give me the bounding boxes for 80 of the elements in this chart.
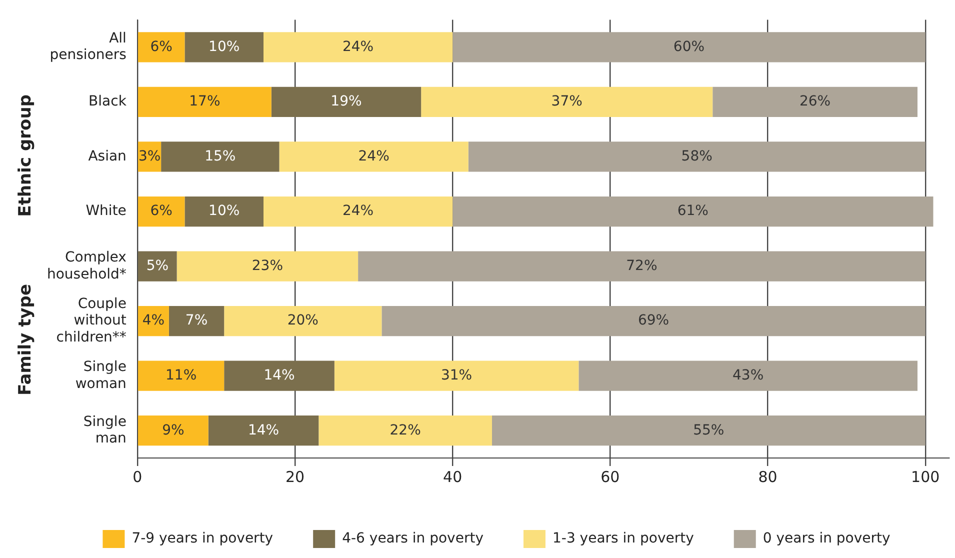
bar [138, 416, 208, 446]
bar [176, 251, 358, 282]
data-label: 23% [252, 258, 284, 274]
data-label: 5% [146, 258, 169, 274]
bar [138, 360, 224, 391]
text: Ethnic group [15, 94, 36, 217]
bar [168, 306, 224, 336]
data-label: 9% [162, 422, 184, 438]
x-tick-label: 40 [443, 468, 462, 486]
data-label: 4% [142, 312, 165, 329]
data-label: 11% [166, 367, 197, 384]
legend-label: 1-3 years in poverty [552, 530, 694, 547]
x-tick-label: 60 [600, 468, 620, 486]
data-label: 3% [138, 148, 161, 164]
bar [452, 196, 934, 227]
data-label: 10% [208, 38, 240, 55]
bar [452, 32, 926, 62]
bar [271, 86, 422, 118]
x-tick-label: 0 [132, 468, 142, 486]
bar [712, 86, 918, 118]
data-label: 61% [677, 203, 708, 220]
data-label: 6% [150, 203, 172, 220]
data-label: 24% [342, 203, 374, 220]
bar [138, 196, 185, 227]
data-label: 10% [208, 203, 240, 220]
legend-label: 4-6 years in poverty [342, 530, 484, 547]
data-label: 14% [248, 422, 280, 438]
text: Family type [15, 284, 36, 396]
data-label: 69% [638, 312, 670, 329]
bar [334, 360, 579, 391]
y-tick-label: Single man [83, 414, 126, 447]
bar [492, 416, 926, 446]
data-label: 24% [358, 148, 390, 164]
bar [138, 32, 185, 62]
data-label: 37% [551, 94, 582, 110]
data-label: 31% [440, 367, 472, 384]
data-label: 15% [204, 148, 236, 164]
y-tick-label: All pensioners [50, 30, 126, 64]
bar [138, 86, 272, 118]
bar [358, 251, 926, 282]
bar [184, 196, 264, 227]
bar [264, 196, 453, 227]
data-label: 7% [185, 312, 208, 329]
data-label: 24% [342, 38, 374, 55]
bar [224, 360, 334, 391]
bar [184, 32, 264, 62]
y-tick-label: Asian [88, 148, 126, 164]
data-label: 58% [681, 148, 712, 164]
x-tick-label: 100 [911, 468, 940, 486]
y-tick-label: White [86, 203, 126, 220]
bar [578, 360, 918, 391]
data-label: 55% [693, 422, 724, 438]
legend-label: 7-9 years in poverty [132, 530, 274, 547]
data-label: 14% [264, 367, 295, 384]
x-tick-label: 80 [758, 468, 778, 486]
legend-label: 0 years in poverty [762, 530, 890, 547]
bar [468, 142, 926, 172]
bar [318, 416, 492, 446]
data-label: 6% [150, 38, 172, 55]
y-tick-label: Complex household* [46, 250, 126, 282]
data-label: 17% [189, 94, 220, 110]
y-tick-label: Couple without children** [56, 296, 127, 346]
data-label: 19% [330, 94, 362, 110]
data-label: 22% [390, 422, 421, 438]
data-label: 72% [626, 258, 658, 274]
bar [264, 32, 453, 62]
y-tick-label: Single woman [75, 359, 126, 392]
bar [224, 306, 382, 336]
bar [382, 306, 926, 336]
data-label: 43% [732, 367, 764, 384]
bar [138, 251, 177, 282]
y-tick-label: Black [88, 94, 128, 110]
bar [421, 86, 713, 118]
data-label: 20% [287, 312, 318, 329]
bar [161, 142, 280, 172]
bar [279, 142, 468, 172]
bar [208, 416, 319, 446]
data-label: 60% [673, 38, 705, 55]
data-label: 26% [799, 94, 831, 110]
x-tick-label: 20 [285, 468, 305, 486]
